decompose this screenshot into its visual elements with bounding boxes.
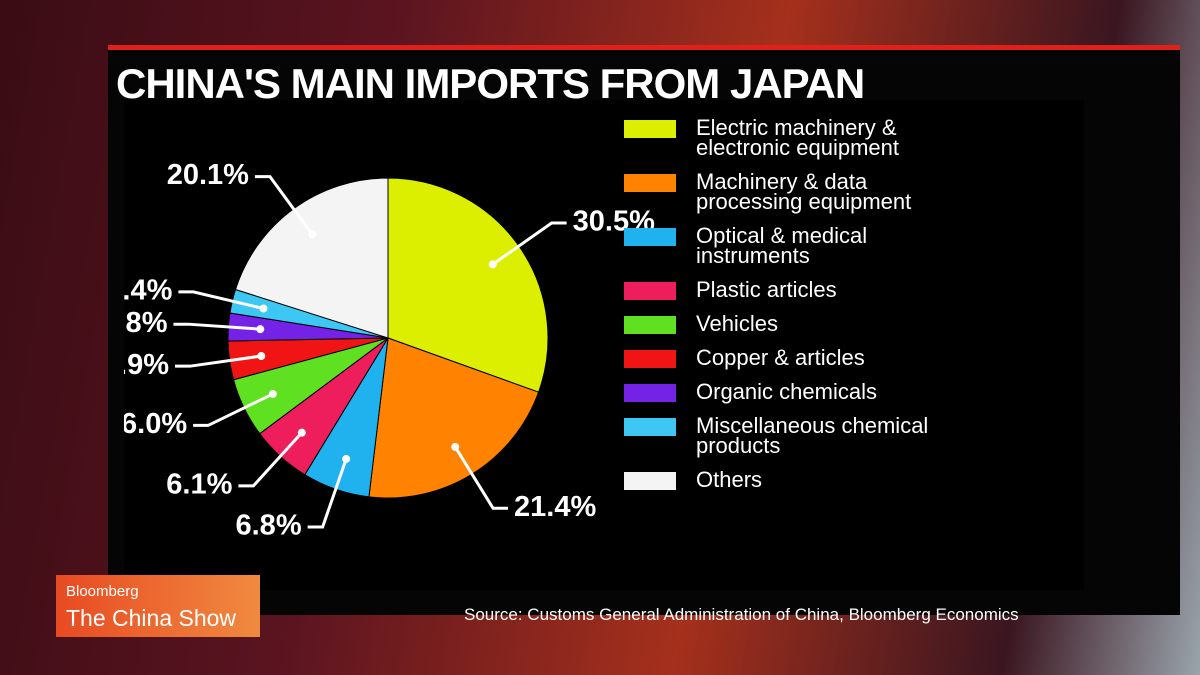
value-label: 6.0% xyxy=(124,408,187,440)
legend-item: Organic chemicals xyxy=(624,379,964,404)
legend-swatch xyxy=(624,384,676,402)
leader-line xyxy=(173,322,261,331)
legend-item: Optical & medical instruments xyxy=(624,223,964,268)
legend-swatch xyxy=(624,316,676,334)
legend-label: Machinery & data processing equipment xyxy=(696,169,912,214)
leader-dot xyxy=(308,230,317,239)
legend-swatch xyxy=(624,472,676,490)
legend-label: Copper & articles xyxy=(696,345,865,370)
leader-line xyxy=(238,431,303,488)
value-label: 20.1% xyxy=(167,159,249,191)
leader-line xyxy=(453,446,509,510)
value-label: 2.8% xyxy=(124,307,168,339)
legend-item: Others xyxy=(624,467,964,492)
leader-dot xyxy=(451,442,460,451)
leader-dot xyxy=(297,428,306,437)
legend-item: Machinery & data processing equipment xyxy=(624,169,964,214)
legend-swatch xyxy=(624,282,676,300)
leader-dot xyxy=(342,454,351,463)
legend-item: Plastic articles xyxy=(624,277,964,302)
leader-line xyxy=(491,221,567,266)
value-label: 6.8% xyxy=(236,510,302,542)
legend-label: Organic chemicals xyxy=(696,379,877,404)
brand: Bloomberg xyxy=(66,583,139,600)
value-label: 21.4% xyxy=(514,491,596,523)
value-label: 2.4% xyxy=(124,275,173,307)
leader-dot xyxy=(257,352,266,361)
legend-swatch xyxy=(624,418,676,436)
legend-item: Copper & articles xyxy=(624,345,964,370)
legend-swatch xyxy=(624,120,676,138)
legend: Electric machinery & electronic equipmen… xyxy=(624,115,964,504)
leader-dot xyxy=(256,325,265,334)
leader-dot xyxy=(488,260,497,269)
leader-line xyxy=(178,290,264,310)
value-label: 6.1% xyxy=(166,469,232,501)
leader-dot xyxy=(268,389,277,398)
legend-swatch xyxy=(624,228,676,246)
pie-chart: 30.5%21.4%6.8%6.1%6.0%3.9%2.8%2.4%20.1% xyxy=(124,159,655,542)
leader-dot xyxy=(259,304,268,313)
chart-title: CHINA'S MAIN IMPORTS FROM JAPAN xyxy=(116,60,865,107)
show-badge: Bloomberg The China Show xyxy=(56,575,260,637)
leader-line xyxy=(307,458,348,529)
show-name: The China Show xyxy=(66,605,237,631)
leader-line xyxy=(174,354,262,368)
legend-label: Electric machinery & electronic equipmen… xyxy=(696,115,900,160)
legend-item: Vehicles xyxy=(624,311,964,336)
legend-label: Vehicles xyxy=(696,311,778,336)
legend-label: Others xyxy=(696,467,763,492)
leader-line xyxy=(193,392,274,427)
legend-item: Electric machinery & electronic equipmen… xyxy=(624,115,964,160)
value-label: 3.9% xyxy=(124,349,169,381)
legend-swatch xyxy=(624,174,676,192)
chart-area: 30.5%21.4%6.8%6.1%6.0%3.9%2.8%2.4%20.1% … xyxy=(124,100,1084,624)
source-note: Source: Customs General Administration o… xyxy=(464,605,1019,624)
legend-label: Plastic articles xyxy=(696,277,837,302)
legend-label: Optical & medical instruments xyxy=(696,223,868,268)
legend-item: Miscellaneous chemical products xyxy=(624,413,964,458)
legend-swatch xyxy=(624,350,676,368)
legend-label: Miscellaneous chemical products xyxy=(696,413,929,458)
chart-panel: CHINA'S MAIN IMPORTS FROM JAPAN 30.5% 21.… xyxy=(108,45,1180,624)
leader-line xyxy=(254,175,314,236)
